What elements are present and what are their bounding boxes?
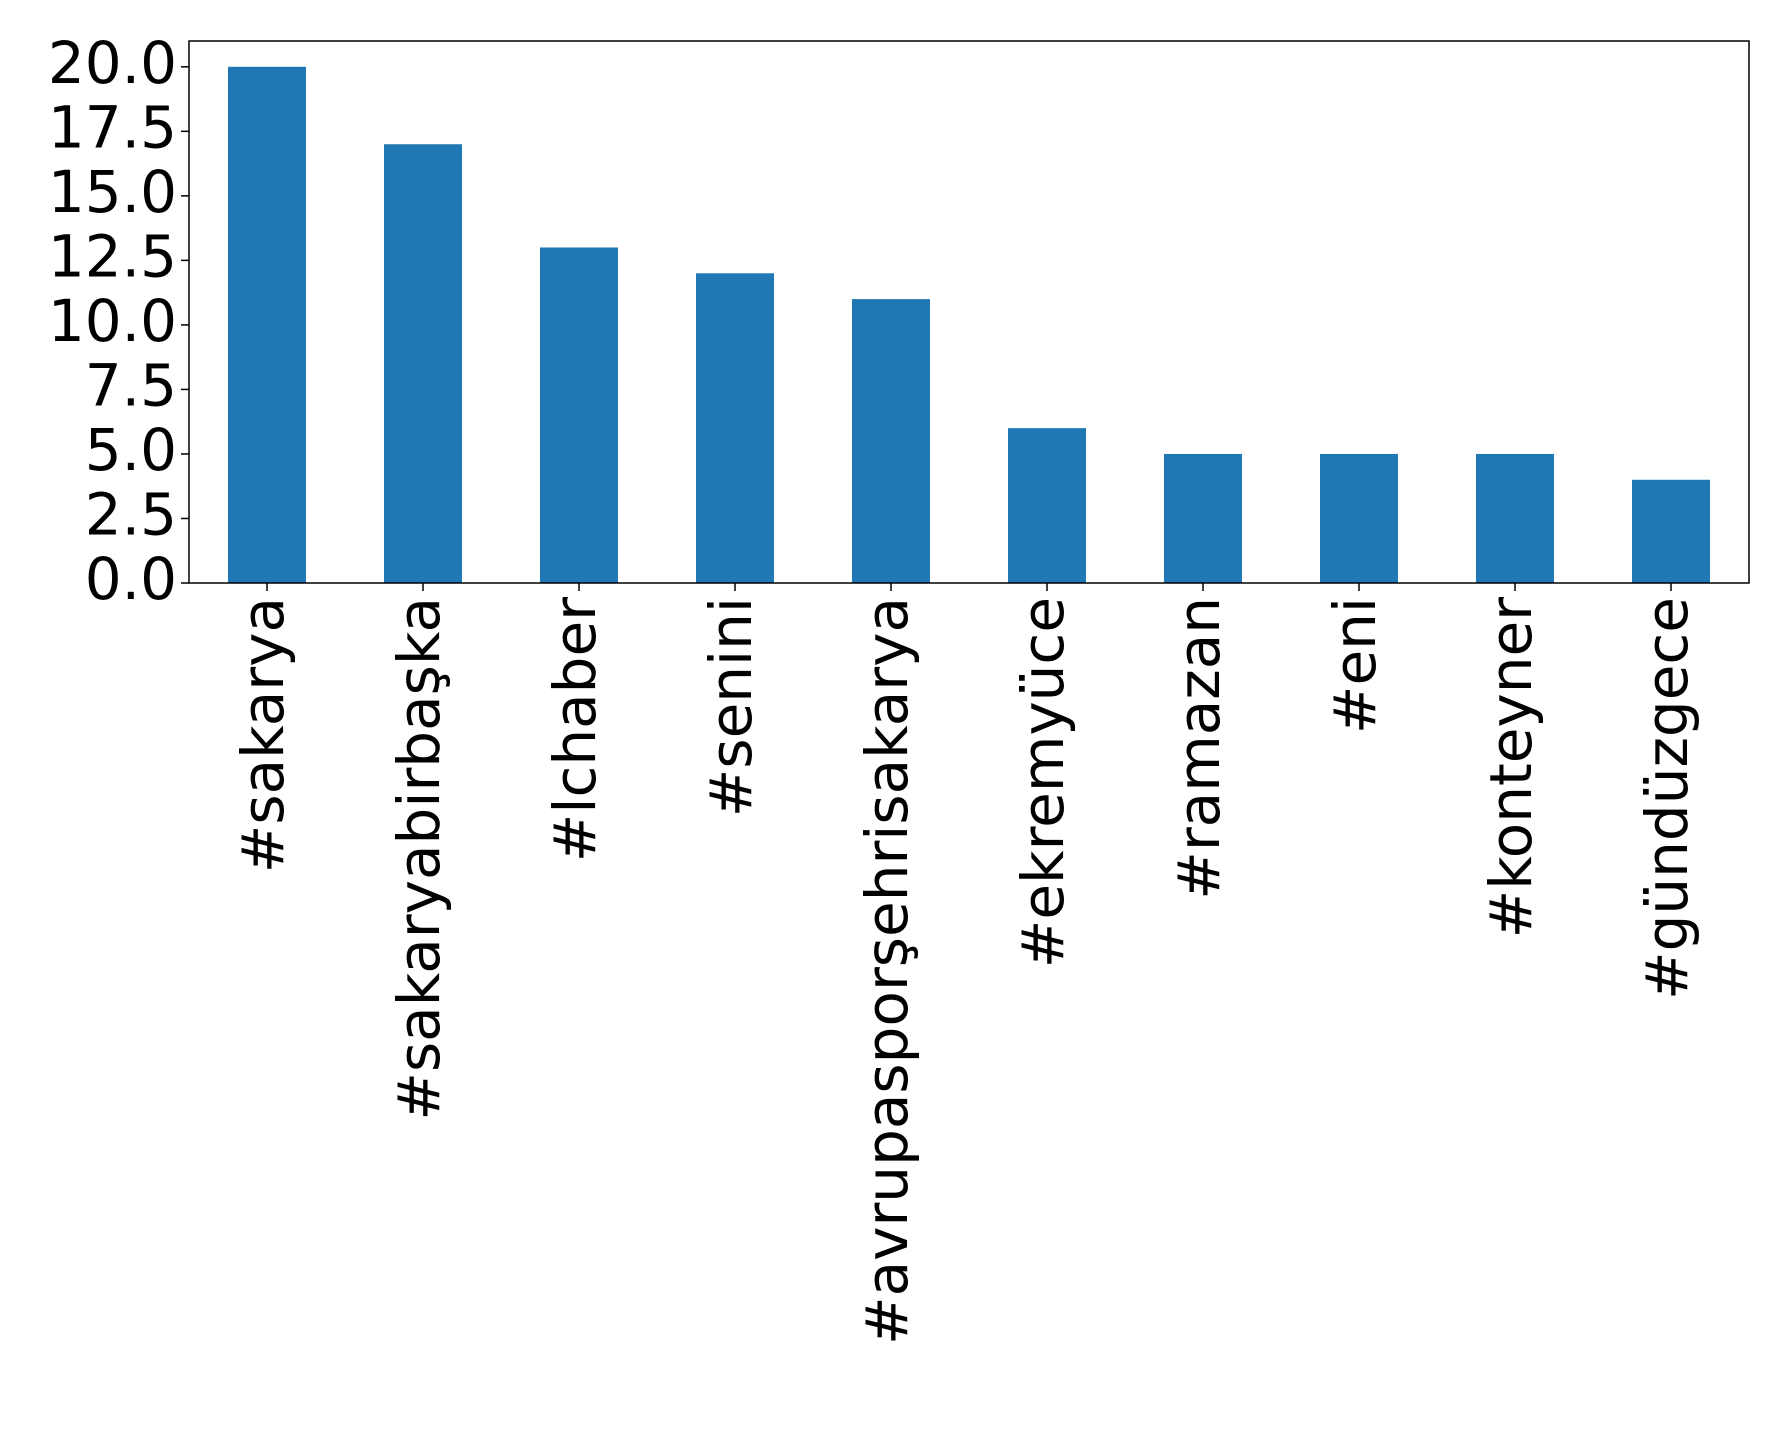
y-tick-label: 15.0 <box>48 158 177 226</box>
x-tick-label: #konteyner <box>1477 597 1545 939</box>
bar <box>1320 453 1398 583</box>
x-tick-label: #ekremyüce <box>1009 597 1077 968</box>
y-tick-label: 10.0 <box>48 287 177 355</box>
y-tick-label: 5.0 <box>85 416 177 484</box>
x-tick-label: #sakarya <box>229 597 297 873</box>
bar <box>852 299 930 583</box>
bar <box>1164 453 1242 583</box>
x-tick-label: #ramazan <box>1165 597 1233 900</box>
x-tick-label: #avrupasporşehrisakarya <box>853 597 921 1345</box>
plot-frame <box>188 40 1750 584</box>
x-tick-label: #sakaryabirbaşka <box>385 597 453 1121</box>
y-tick-label: 17.5 <box>48 93 177 161</box>
y-tick-label: 7.5 <box>85 352 177 420</box>
bar <box>384 144 462 583</box>
bar <box>1008 428 1086 583</box>
y-tick-label: 2.5 <box>85 481 177 549</box>
bar <box>1476 453 1554 583</box>
x-tick-label: #gündüzgece <box>1633 597 1701 1000</box>
y-tick-label: 20.0 <box>48 29 177 97</box>
y-tick-label: 12.5 <box>48 222 177 290</box>
bar <box>1632 479 1710 583</box>
bar <box>540 247 618 583</box>
y-tick-label: 0.0 <box>85 545 177 613</box>
x-tick-label: #senini <box>697 597 765 817</box>
bar <box>696 273 774 583</box>
bar <box>228 66 306 584</box>
x-tick-label: #lchaber <box>541 597 609 862</box>
x-tick-label: #eni <box>1321 597 1389 734</box>
